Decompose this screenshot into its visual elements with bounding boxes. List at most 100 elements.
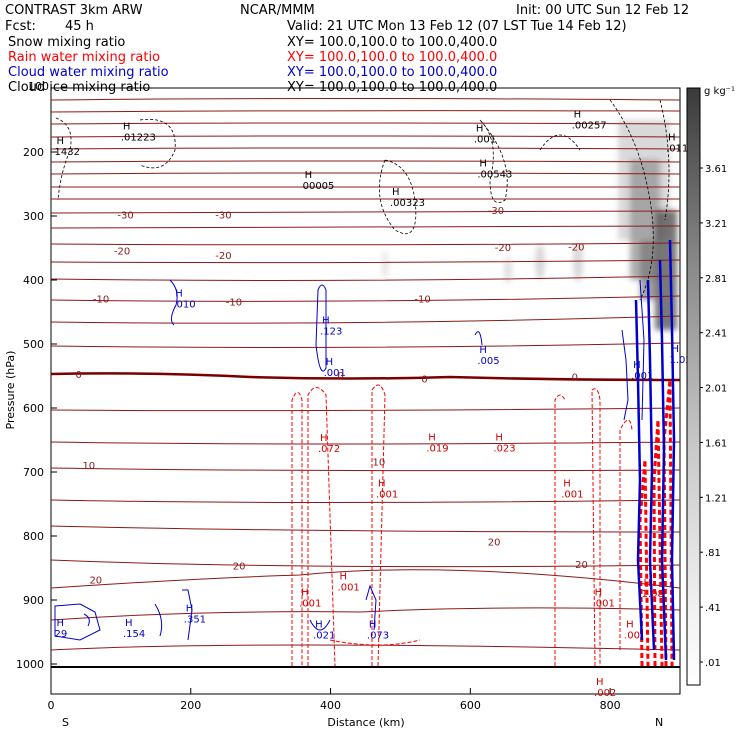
x-end-label-left: S [62,716,69,729]
maximum-marker: H [633,360,641,371]
maximum-value: .00 [624,630,640,641]
init-time: Init: 00 UTC Sun 12 Feb 12 [516,3,689,18]
maximum-marker: H [596,677,604,688]
y-axis-title: Pressure (hPa) [4,351,17,430]
y-tick-label: 300 [23,210,44,223]
maximum-marker: H [479,345,487,356]
maximum-marker: H [123,121,131,132]
org-title: NCAR/MMM [240,3,315,18]
cloud-water-core [634,239,676,661]
maximum-marker: H [495,433,503,444]
valid-time: Valid: 21 UTC Mon 13 Feb 12 (07 LST Tue … [287,19,627,34]
model-title: CONTRAST 3km ARW [5,3,143,18]
maximum-marker: H [668,132,676,143]
y-tick-label: 200 [23,146,44,159]
temperature-labels: -30 -30 -30 -20 -20 -20 -20 -10 -10 -10 0 0 0 0 10 10 20… [75,206,587,586]
temperature-label: 0 [572,372,578,383]
legend-cloud-water-label: Cloud water mixing ratio [8,65,169,80]
temperature-label: 20 [575,560,588,571]
maximum-marker: H [595,587,603,598]
colorbar-tick-label: 2.41 [705,329,727,340]
maximum-value: .00543 [477,170,512,181]
temperature-label: -30 [488,206,504,217]
temperature-label: -20 [215,251,231,262]
maximum-value: .072 [318,444,340,455]
y-tick-label: 900 [23,594,44,607]
colorbar: g kg⁻¹ 3.61 3.21 2.81 2.41 2.01 1.61 1.21 .81 .4… [686,86,735,686]
maximum-value: 29 [54,629,67,640]
legend-snow-label: Snow mixing ratio [8,35,125,50]
legend: Snow mixing ratio XY= 100.0,100.0 to 100… [8,35,497,95]
y-tick-label: 400 [23,274,44,287]
x-tick-label: 0 [48,699,55,712]
maximum-marker: H [476,123,484,134]
maximum-marker: H [369,619,377,630]
rain-core [638,379,674,667]
maximum-marker: H [305,170,313,181]
temperature-label: 10 [82,461,95,472]
maximum-value: .019 [426,444,448,455]
maximum-marker: H [644,578,652,589]
x-axis-title: Distance (km) [327,716,404,729]
maximum-marker: H [322,315,330,326]
maximum-value: .001 [376,490,398,501]
maximum-value: .001 [299,598,321,609]
maximum-value: .023 [493,444,515,455]
maximum-marker: H [315,619,323,630]
maximum-value: .002 [594,688,616,699]
forecast-label: Fcst: [5,19,36,34]
snow-contours [55,99,670,301]
y-tick-label: 1000 [16,658,44,671]
maximum-marker: H [378,479,386,490]
maximum-value: .073 [367,630,389,641]
x-tick-label: 800 [600,699,621,712]
x-tick-label: 400 [320,699,341,712]
maximum-marker: H [340,571,348,582]
colorbar-tick-label: 1.21 [705,493,727,504]
maximum-value: .005 [477,356,499,367]
temperature-label: 0 [421,374,427,385]
maximum-marker: H [326,357,334,368]
temperature-label: -10 [414,294,430,305]
temperature-label: -30 [215,211,231,222]
legend-rain-xy: XY= 100.0,100.0 to 100.0,400.0 [287,50,497,65]
temperature-label: 10 [372,458,385,469]
y-top-tick-label: 100 [28,80,49,93]
maximum-value: 1432 [54,147,79,158]
plot-frame [50,87,681,695]
maximum-marker: H [301,587,309,598]
y-tick-label: 700 [23,466,44,479]
maximum-marker: H [626,619,634,630]
snow-shading [382,120,677,330]
colorbar-fill [686,87,701,686]
maximum-value: .00323 [390,198,425,209]
forecast-hours: 45 h [65,19,94,34]
maximum-value: .001 [593,598,615,609]
maximum-marker: H [672,344,680,355]
maximum-value: .01223 [121,132,156,143]
maximum-marker: H [428,433,436,444]
maximum-value: .01125 [666,143,701,154]
maximum-marker: H [392,187,400,198]
colorbar-tick-label: 3.61 [705,164,727,175]
colorbar-tick-label: 3.21 [705,219,727,230]
colorbar-tick-label: 2.01 [705,384,727,395]
temperature-label: -10 [93,294,109,305]
maximum-value: .001 [474,134,496,145]
maximum-marker: H [574,109,582,120]
maximum-value: 1.08 [642,589,664,600]
header: CONTRAST 3km ARW NCAR/MMM Init: 00 UTC S… [5,3,689,34]
temperature-label: 20 [488,538,501,549]
maximum-marker: H [479,159,487,170]
temperature-label: 20 [89,575,102,586]
cloud-water-contours [54,279,645,641]
maxima-labels: H.01223H00005H.00323H.00543H.00257H.0112… [54,109,701,699]
y-tick-label: 800 [23,530,44,543]
legend-snow-xy: XY= 100.0,100.0 to 100.0,400.0 [287,35,497,50]
maximum-value: .154 [123,629,145,640]
maximum-value: .010 [173,300,195,311]
freezing-level-contour [50,372,681,382]
temperature-label: 20 [233,561,246,572]
maximum-value: .351 [184,614,206,625]
